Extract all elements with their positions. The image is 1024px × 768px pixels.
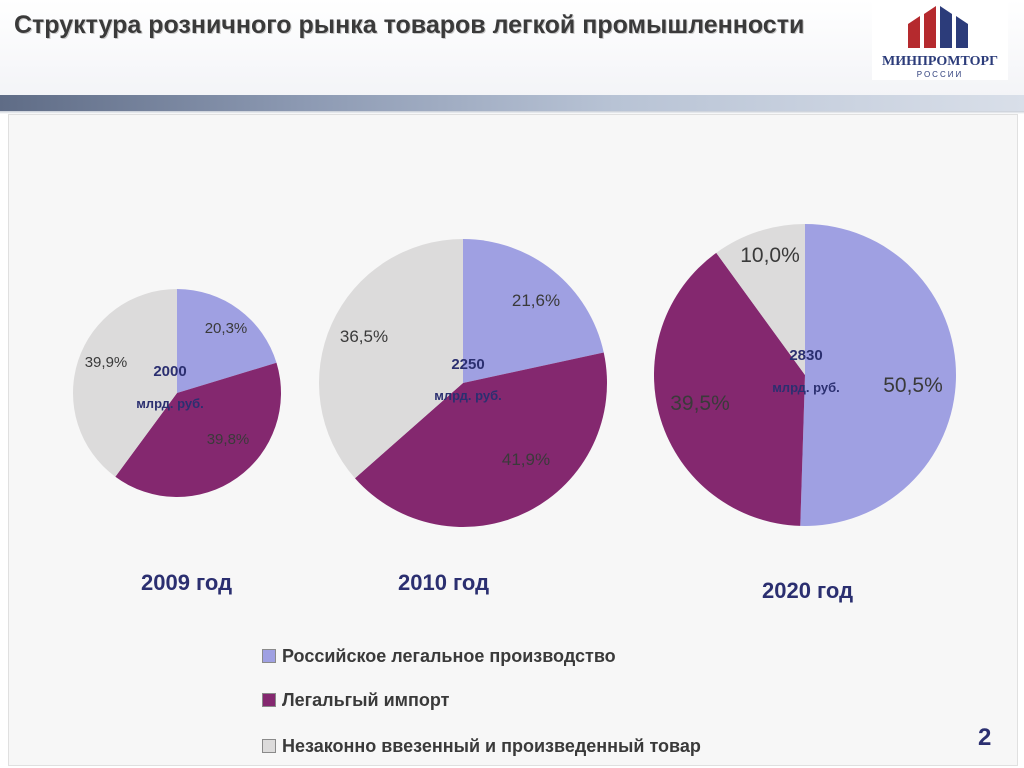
pie-slice-2009-1: [115, 362, 281, 497]
legend-item-legal-import: Легальгый импорт: [262, 689, 449, 711]
pie-slice-2010-0: [463, 239, 604, 383]
pie-data-label-2010-2: 36,5%: [340, 327, 388, 346]
pie-data-label-2020-0: 50,5%: [883, 374, 943, 397]
logo-subtext: РОССИИ: [916, 70, 964, 79]
pie-center-unit-2010: млрд. руб.: [434, 388, 502, 403]
pie-slice-2010-2: [319, 239, 463, 479]
logo-emblem-icon: [908, 6, 968, 48]
pie-center-value-2010: 2250: [451, 356, 484, 373]
pie-data-label-2009-1: 39,8%: [207, 431, 250, 448]
pie-slice-2010-1: [354, 352, 607, 527]
legend-label: Российское легальное производство: [282, 645, 616, 666]
legend-item-legal-production: Российское легальное производство: [262, 645, 616, 667]
slide-header: Структура розничного рынка товаров легко…: [0, 0, 1024, 96]
pie-data-label-2010-1: 41,9%: [502, 450, 550, 469]
pie-center-value-2009: 2000: [153, 363, 186, 380]
pie-slice-2020-0: [800, 223, 957, 526]
legend-swatch: [262, 739, 276, 753]
legend-item-illegal: Незаконно ввезенный и произведенный това…: [262, 735, 701, 757]
pie-data-label-2009-2: 39,9%: [85, 354, 128, 371]
minpromtorg-logo: МИНПРОМТОРГ РОССИИ: [872, 2, 1008, 80]
pie-data-label-2020-1: 39,5%: [670, 392, 730, 415]
slide-title: Структура розничного рынка товаров легко…: [14, 11, 805, 39]
pie-slice-2020-2: [716, 224, 805, 375]
pie-slice-2020-1: [654, 252, 805, 526]
pie-center-unit-2009: млрд. руб.: [136, 396, 204, 411]
legend-swatch: [262, 693, 276, 707]
pie-data-label-2020-2: 10,0%: [740, 244, 800, 267]
legend-label: Незаконно ввезенный и произведенный това…: [282, 735, 701, 756]
pie-data-label-2010-0: 21,6%: [512, 291, 560, 310]
logo-text: МИНПРОМТОРГ: [882, 54, 998, 69]
pie-slice-2009-2: [72, 289, 177, 477]
page-number: 2: [978, 724, 992, 751]
legend-label: Легальгый импорт: [282, 689, 450, 710]
pie-slice-2009-0: [177, 289, 277, 393]
year-label-2020: 2020 год: [762, 578, 854, 603]
legend-swatch: [262, 649, 276, 663]
year-label-2010: 2010 год: [398, 570, 490, 595]
header-divider-bar: [0, 95, 1024, 114]
pie-center-value-2020: 2830: [789, 347, 822, 364]
pie-center-unit-2020: млрд. руб.: [772, 380, 840, 395]
year-label-2009: 2009 год: [141, 570, 233, 595]
pie-data-label-2009-0: 20,3%: [205, 320, 248, 337]
